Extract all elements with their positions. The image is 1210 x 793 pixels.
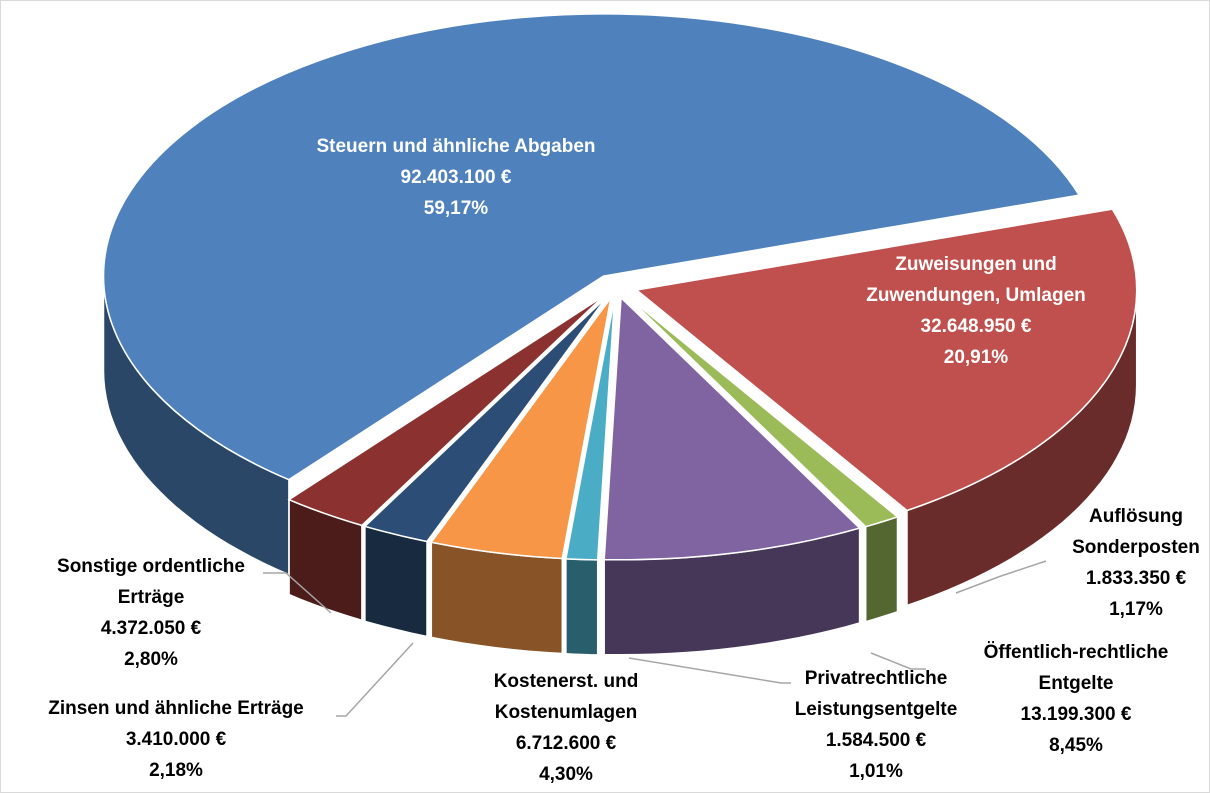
- label-name: Sonstige ordentliche Erträge: [57, 556, 245, 608]
- label-percent: 4,30%: [539, 764, 593, 785]
- label-name: Zinsen und ähnliche Erträge: [48, 698, 304, 719]
- data-label: Zinsen und ähnliche Erträge 3.410.000 € 2,…: [6, 693, 346, 786]
- label-value: 13.199.300 €: [1020, 704, 1132, 725]
- label-name: Steuern und ähnliche Abgaben: [316, 136, 596, 157]
- tops: [102, 13, 1138, 561]
- leader-line: [263, 572, 332, 614]
- slice: [429, 297, 612, 560]
- label-name: Öffentlich-rechtliche Entgelte: [983, 642, 1169, 694]
- leader-line: [955, 560, 1047, 594]
- label-value: 3.410.000 €: [125, 729, 227, 750]
- data-label: Auflösung Sonderposten 1.833.350 € 1,17%: [1051, 501, 1209, 625]
- label-name: Auflösung Sonderposten: [1072, 506, 1200, 558]
- label-percent: 59,17%: [423, 198, 489, 219]
- data-label: Zuweisungen und Zuwendungen, Umlagen 32.6…: [826, 249, 1126, 373]
- slice: [564, 297, 616, 561]
- label-percent: 2,18%: [149, 760, 203, 781]
- label-percent: 1,17%: [1109, 599, 1163, 620]
- slice-side: [364, 525, 428, 638]
- slice: [634, 208, 1138, 512]
- label-percent: 8,45%: [1049, 735, 1103, 756]
- leader-line: [870, 652, 926, 670]
- label-name: Zuweisungen und Zuwendungen, Umlagen: [866, 254, 1086, 306]
- label-value: 92.403.100 €: [400, 167, 512, 188]
- leader-lines: [263, 560, 1047, 717]
- data-label: Steuern und ähnliche Abgaben 92.403.100 €…: [246, 131, 666, 224]
- label-value: 1.584.500 €: [825, 730, 927, 751]
- slice: [102, 13, 1081, 481]
- data-label: Sonstige ordentliche Erträge 4.372.050 € 2…: [26, 551, 276, 675]
- label-percent: 20,91%: [943, 347, 1009, 368]
- label-value: 1.833.350 €: [1085, 568, 1187, 589]
- label-value: 4.372.050 €: [100, 618, 202, 639]
- label-value: 6.712.600 €: [515, 733, 617, 754]
- label-percent: 1,01%: [849, 761, 903, 782]
- slice: [626, 295, 900, 528]
- data-label: Öffentlich-rechtliche Entgelte 13.199.300…: [956, 637, 1196, 761]
- slice: [363, 296, 608, 543]
- data-label: Kostenerst. und Kostenumlagen 6.712.600 €…: [461, 666, 671, 790]
- label-name: Kostenerst. und Kostenumlagen: [493, 671, 639, 723]
- slice-side: [430, 541, 564, 655]
- slice-side: [864, 515, 899, 623]
- leader-line: [336, 642, 414, 717]
- label-value: 32.648.950 €: [920, 316, 1032, 337]
- leader-line: [628, 657, 791, 684]
- slice: [287, 295, 605, 527]
- data-label: Privatrechtliche Leistungsentgelte 1.584.…: [771, 663, 981, 787]
- label-percent: 2,80%: [124, 649, 178, 670]
- slice: [603, 296, 862, 561]
- label-name: Privatrechtliche Leistungsentgelte: [794, 668, 958, 720]
- slice-side: [565, 558, 599, 656]
